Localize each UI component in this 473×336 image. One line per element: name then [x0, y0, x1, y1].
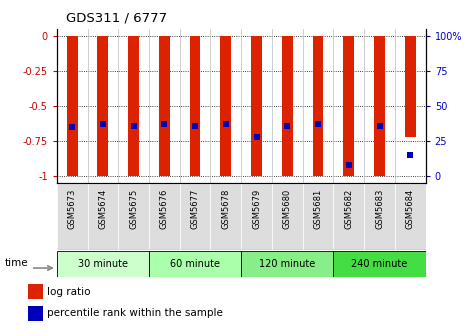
Bar	[220, 36, 231, 176]
Text: GDS311 / 6777: GDS311 / 6777	[66, 12, 167, 25]
Bar	[149, 251, 241, 277]
Text: 240 minute: 240 minute	[351, 259, 408, 269]
Point	[283, 123, 291, 128]
Bar	[190, 36, 201, 176]
Text: GSM5675: GSM5675	[129, 188, 138, 229]
Bar	[57, 251, 149, 277]
Bar	[282, 36, 293, 176]
Bar	[303, 183, 333, 250]
Bar	[272, 183, 303, 250]
Bar	[210, 183, 241, 250]
Text: GSM5673: GSM5673	[68, 188, 77, 229]
Point	[99, 121, 107, 127]
Bar	[128, 36, 139, 176]
Bar	[395, 183, 426, 250]
Text: time: time	[5, 258, 28, 268]
Bar	[149, 183, 180, 250]
Text: GSM5679: GSM5679	[252, 188, 261, 229]
Text: GSM5680: GSM5680	[283, 188, 292, 229]
Text: 60 minute: 60 minute	[170, 259, 220, 269]
Text: GSM5683: GSM5683	[375, 188, 384, 229]
Text: 120 minute: 120 minute	[259, 259, 315, 269]
Bar	[405, 36, 416, 137]
Bar	[333, 251, 426, 277]
Point	[191, 123, 199, 128]
Bar	[313, 36, 324, 176]
Point	[314, 121, 322, 127]
Bar	[88, 183, 118, 250]
Text: GSM5676: GSM5676	[160, 188, 169, 229]
Bar	[251, 36, 262, 176]
Bar	[97, 36, 108, 176]
Point	[253, 134, 260, 139]
Text: GSM5678: GSM5678	[221, 188, 230, 229]
Bar	[67, 36, 78, 176]
Text: GSM5684: GSM5684	[406, 188, 415, 229]
Text: GSM5682: GSM5682	[344, 188, 353, 229]
Bar	[118, 183, 149, 250]
Bar	[57, 183, 88, 250]
Bar	[374, 36, 385, 176]
Bar	[364, 183, 395, 250]
Bar	[241, 183, 272, 250]
Point	[160, 121, 168, 127]
Point	[222, 121, 230, 127]
Text: GSM5674: GSM5674	[98, 188, 107, 229]
Bar	[343, 36, 354, 176]
Point	[68, 124, 76, 130]
Text: GSM5677: GSM5677	[191, 188, 200, 229]
Point	[130, 123, 137, 128]
Text: log ratio: log ratio	[47, 287, 91, 297]
Bar	[180, 183, 210, 250]
Bar	[333, 183, 364, 250]
Text: percentile rank within the sample: percentile rank within the sample	[47, 308, 223, 319]
Text: GSM5681: GSM5681	[314, 188, 323, 229]
Text: 30 minute: 30 minute	[78, 259, 128, 269]
Point	[376, 123, 383, 128]
Bar	[159, 36, 170, 176]
Bar	[241, 251, 333, 277]
Point	[345, 162, 352, 168]
Point	[406, 152, 414, 158]
